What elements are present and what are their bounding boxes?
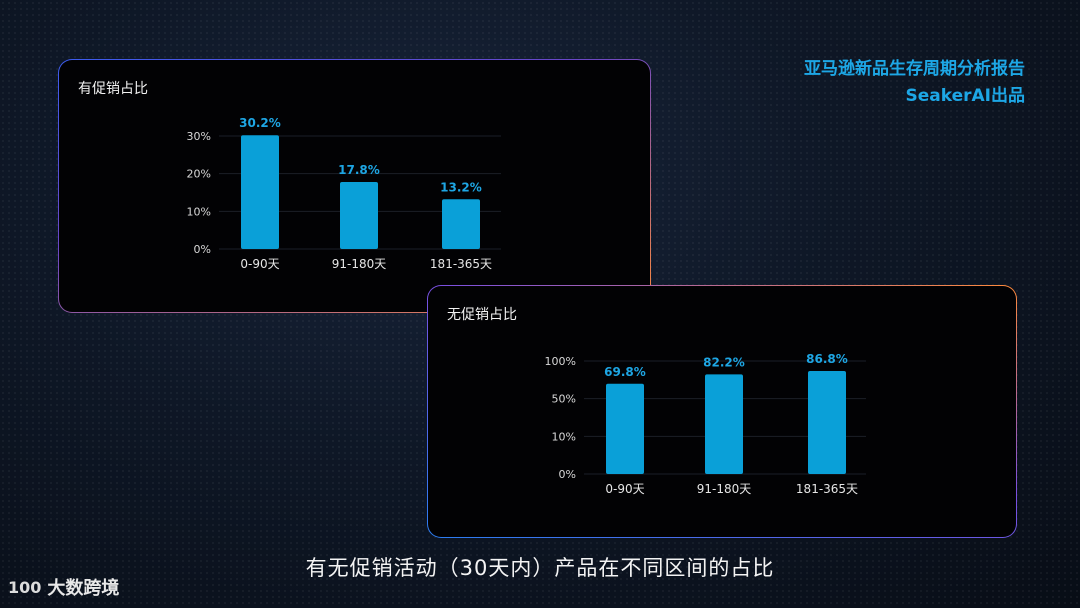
y-tick-label: 20% [187, 168, 211, 181]
data-label: 30.2% [239, 116, 281, 130]
x-tick-label: 0-90天 [605, 482, 644, 496]
y-tick-label: 50% [552, 393, 576, 406]
y-tick-label: 0% [194, 243, 211, 256]
bar [340, 181, 378, 249]
x-tick-label: 181-365天 [430, 257, 492, 271]
no-promo-bar-chart: 0% 10% 50% 100% 69.8% 0-90天 82.2% 91-180天 86.8% 1… [545, 352, 866, 496]
logo-text: 大数跨境 [47, 578, 120, 599]
report-title-line1: 亚马逊新品生存周期分析报告 [804, 59, 1025, 79]
y-tick-label: 0% [559, 468, 576, 481]
data-label: 82.2% [703, 355, 745, 369]
page-caption: 有无促销活动（30天内）产品在不同区间的占比 [305, 556, 775, 580]
promo-chart-panel: 有促销占比 0% 10% 20% 30% 30.2% 0-90天 17.8% 91-180天 1… [58, 59, 651, 313]
bar [705, 374, 743, 474]
promo-bar-chart: 0% 10% 20% 30% 30.2% 0-90天 17.8% 91-180天 13.2% 18… [187, 116, 501, 271]
no-promo-chart-panel: 无促销占比 0% 10% 50% 100% 69.8% 0-90天 82.2% 91-180天… [427, 285, 1017, 538]
bar [808, 370, 846, 474]
x-tick-label: 0-90天 [240, 257, 279, 271]
data-label: 17.8% [338, 163, 380, 177]
x-tick-label: 181-365天 [796, 482, 858, 496]
y-tick-label: 100% [545, 355, 576, 368]
promo-chart-title: 有促销占比 [78, 81, 148, 97]
data-label: 13.2% [440, 180, 482, 194]
bar [606, 383, 644, 474]
logo-icon: 100 [8, 577, 42, 597]
data-label: 69.8% [604, 365, 646, 379]
y-tick-label: 10% [552, 430, 576, 443]
no-promo-chart-title: 无促销占比 [447, 307, 517, 323]
bar [241, 135, 279, 249]
y-tick-label: 10% [187, 205, 211, 218]
y-tick-label: 30% [187, 130, 211, 143]
x-tick-label: 91-180天 [697, 482, 752, 496]
bar [442, 199, 480, 249]
report-title: 亚马逊新品生存周期分析报告 SeakerAI出品 [804, 56, 1025, 110]
brand-logo: 100 大数跨境 [8, 574, 119, 600]
x-tick-label: 91-180天 [332, 257, 387, 271]
report-title-line2: SeakerAI出品 [905, 86, 1026, 106]
data-label: 86.8% [806, 352, 848, 366]
